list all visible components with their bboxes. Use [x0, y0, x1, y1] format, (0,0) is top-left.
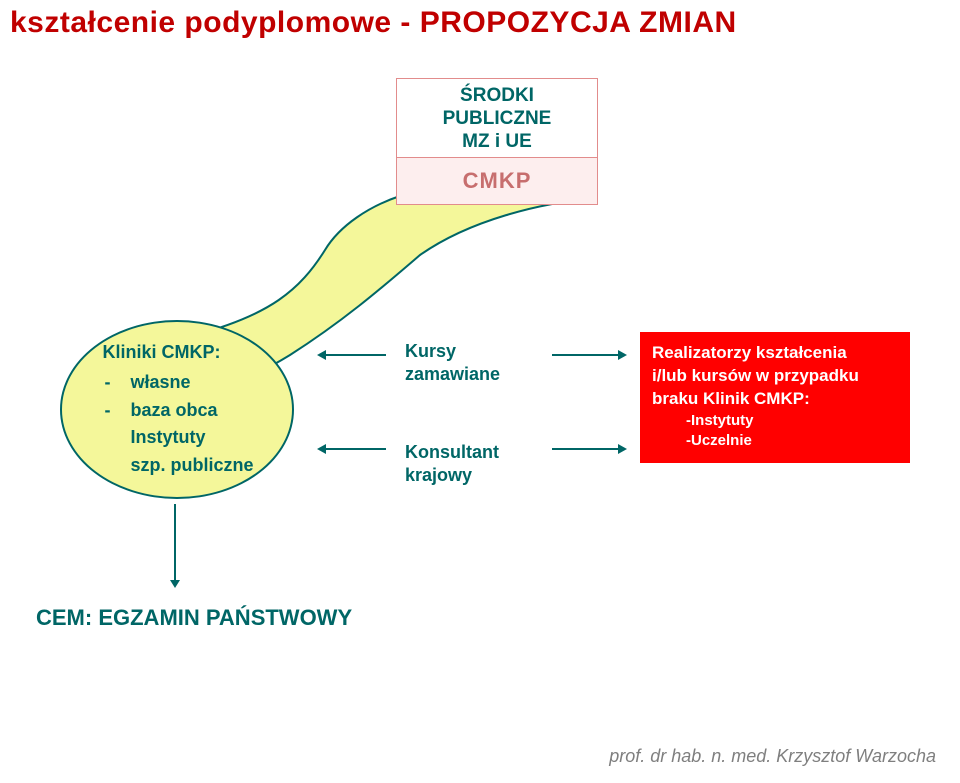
footer-author: prof. dr hab. n. med. Krzysztof Warzocha — [609, 746, 936, 767]
funding-line1: ŚRODKI — [460, 85, 534, 106]
arrow-ellipse-to-konsultant — [326, 448, 386, 450]
realizatorzy-line-2: braku Klinik CMKP: — [652, 388, 898, 411]
kliniki-item-0: własne — [130, 369, 190, 397]
kliniki-sub-1: szp. publiczne — [130, 452, 253, 480]
realizatorzy-sub-1: -Uczelnie — [652, 431, 898, 451]
funding-line2: PUBLICZNE — [443, 108, 552, 129]
kliniki-ellipse: Kliniki CMKP: -własne -baza obca Instytu… — [60, 320, 294, 499]
arrow-konsultant-to-redbox — [552, 448, 618, 450]
middle-column: Kursy zamawiane Konsultant krajowy — [405, 340, 555, 488]
cem-label: CEM: EGZAMIN PAŃSTWOWY — [36, 605, 352, 631]
kursy-label: Kursy zamawiane — [405, 340, 555, 387]
kliniki-header: Kliniki CMKP: — [102, 339, 253, 367]
realizatorzy-sub-0: -Instytuty — [652, 411, 898, 431]
realizatorzy-line-0: Realizatorzy kształcenia — [652, 342, 898, 365]
arrow-ellipse-to-cem — [174, 504, 176, 580]
arrow-kursy-to-redbox — [552, 354, 618, 356]
page-title: kształcenie podyplomowe - PROPOZYCJA ZMI… — [10, 6, 737, 40]
funding-box: ŚRODKI PUBLICZNE MZ i UE CMKP — [396, 78, 598, 205]
kliniki-sub-0: Instytuty — [130, 424, 205, 452]
arrow-ellipse-to-kursy — [326, 354, 386, 356]
funding-line3: MZ i UE — [462, 131, 532, 152]
funding-cmkp: CMKP — [397, 158, 597, 204]
kliniki-item-1: baza obca — [130, 397, 217, 425]
diagram-stage: { "title": "kształcenie podyplomowe - PR… — [0, 0, 960, 783]
realizatorzy-line-1: i/lub kursów w przypadku — [652, 365, 898, 388]
realizatorzy-box: Realizatorzy kształcenia i/lub kursów w … — [640, 332, 910, 463]
funding-top: ŚRODKI PUBLICZNE MZ i UE — [397, 79, 597, 158]
kliniki-content: Kliniki CMKP: -własne -baza obca Instytu… — [100, 339, 253, 480]
konsultant-label: Konsultant krajowy — [405, 441, 555, 488]
